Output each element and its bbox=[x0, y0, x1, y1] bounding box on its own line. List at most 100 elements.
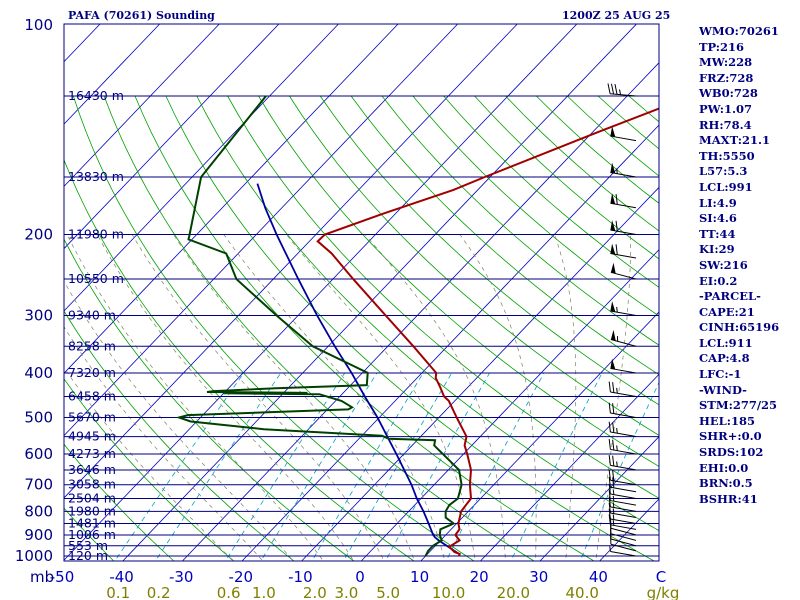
dry-adiabat bbox=[64, 158, 415, 561]
wind-barb-feather bbox=[612, 455, 615, 467]
pressure-tick-label: 1000 bbox=[15, 547, 53, 565]
wind-barb bbox=[610, 517, 637, 536]
wind-barb-feather bbox=[608, 469, 611, 481]
wind-barb-flag bbox=[610, 329, 616, 341]
isotherm bbox=[778, 24, 800, 561]
isotherm bbox=[64, 24, 160, 125]
wind-barb-feather bbox=[612, 403, 615, 414]
temperature-unit-label: C bbox=[656, 568, 666, 586]
wind-barb-flag bbox=[610, 358, 616, 370]
temperature-tick-label: 0 bbox=[355, 568, 365, 586]
height-label: 16430 m bbox=[68, 88, 124, 103]
mixing-ratio-label: 20.0 bbox=[497, 584, 530, 600]
height-label: 2504 m bbox=[68, 491, 116, 506]
wind-barb-half-feather bbox=[619, 89, 622, 95]
mixing-ratio-line bbox=[114, 372, 245, 561]
height-label: 4945 m bbox=[68, 429, 116, 444]
isotherm bbox=[122, 24, 637, 561]
temperature-tick-label: -20 bbox=[229, 568, 254, 586]
wind-barb-half-feather bbox=[612, 495, 615, 502]
isotherm bbox=[241, 124, 659, 561]
stat-line: EI:0.2 bbox=[699, 273, 738, 288]
chart-title: PAFA (70261) Sounding bbox=[68, 9, 215, 22]
wind-barb-staff bbox=[610, 506, 637, 512]
pressure-tick-label: 400 bbox=[24, 364, 53, 382]
wind-barb-feather bbox=[612, 422, 615, 433]
height-label: 11980 m bbox=[68, 226, 124, 241]
height-label: 4273 m bbox=[68, 446, 116, 461]
pressure-tick-label: 700 bbox=[24, 476, 53, 494]
moist-adiabat bbox=[64, 280, 294, 561]
wind-barb bbox=[608, 508, 637, 525]
wind-barb-half-feather bbox=[609, 546, 611, 552]
stat-line: L57:5.3 bbox=[699, 164, 748, 179]
pressure-tick-label: 100 bbox=[24, 16, 53, 34]
stat-line: LFC:-1 bbox=[699, 367, 742, 382]
wind-barb bbox=[608, 469, 637, 486]
wind-barb-feather bbox=[608, 514, 611, 525]
valid-time: 1200Z 25 AUG 25 bbox=[562, 9, 671, 22]
isotherm bbox=[64, 24, 399, 374]
isotherm bbox=[64, 24, 220, 187]
height-label: 5670 m bbox=[68, 410, 116, 425]
pressure-unit-label: mb bbox=[30, 568, 54, 586]
wind-barb-feather bbox=[615, 220, 618, 232]
wind-barb-half-feather bbox=[612, 514, 615, 520]
isotherm bbox=[420, 311, 659, 561]
isotherm bbox=[64, 24, 280, 250]
wind-barb-flag bbox=[610, 243, 616, 255]
wind-barb-feather bbox=[608, 476, 611, 488]
dry-adiabat bbox=[64, 507, 115, 561]
stat-line: LCL:991 bbox=[699, 179, 753, 194]
dry-adiabat bbox=[165, 95, 655, 561]
dry-adiabat bbox=[258, 95, 659, 467]
wind-barb bbox=[608, 402, 637, 419]
moist-adiabat bbox=[131, 234, 385, 561]
stat-line: -PARCEL- bbox=[699, 289, 761, 304]
wind-barb-feather bbox=[614, 84, 618, 95]
stat-line: BRN:0.5 bbox=[699, 476, 753, 491]
mixing-ratio-label: 1.0 bbox=[252, 584, 276, 600]
wind-barb-staff bbox=[610, 493, 637, 500]
wind-barb-feather bbox=[608, 402, 611, 414]
wind-barb-half-feather bbox=[616, 428, 618, 434]
wind-barb-staff bbox=[610, 538, 637, 547]
moist-adiabat bbox=[64, 326, 264, 561]
wind-barb-feather bbox=[608, 454, 611, 466]
stat-line: CAPE:21 bbox=[699, 304, 755, 319]
height-label: 120 m bbox=[68, 548, 108, 563]
temperature-tick-label: -40 bbox=[109, 568, 134, 586]
wind-barb bbox=[608, 476, 637, 493]
dry-adiabat bbox=[196, 95, 659, 532]
wind-barb-staff bbox=[610, 479, 637, 486]
wind-barb-feather bbox=[608, 439, 611, 450]
wind-barb-staff bbox=[610, 512, 637, 519]
stat-line: WB0:728 bbox=[699, 86, 758, 101]
pressure-tick-label: 600 bbox=[24, 445, 53, 463]
isotherm bbox=[64, 24, 518, 499]
wind-barb-feather bbox=[608, 490, 611, 501]
wind-barb bbox=[608, 421, 637, 438]
pressure-tick-label: 300 bbox=[24, 306, 53, 324]
wind-barb-feather bbox=[610, 83, 615, 95]
wind-barb-staff bbox=[610, 533, 637, 541]
mixing-ratio-line bbox=[385, 372, 490, 561]
wind-barb-feather bbox=[615, 244, 618, 255]
wind-barb-flag bbox=[610, 193, 616, 205]
wind-barb bbox=[610, 126, 637, 142]
dry-adiabat bbox=[103, 95, 535, 561]
mixing-ratio-label: 0.2 bbox=[147, 584, 171, 600]
wind-barb-staff bbox=[610, 500, 637, 506]
wind-barb bbox=[610, 358, 637, 374]
mixing-ratio-line bbox=[260, 372, 378, 561]
wind-barb-flag bbox=[610, 162, 616, 174]
stat-line: TT:44 bbox=[699, 226, 736, 241]
wind-barb bbox=[608, 502, 637, 519]
wind-barb-feather bbox=[608, 483, 611, 495]
wind-barb-staff bbox=[610, 486, 637, 493]
height-label: 8258 m bbox=[68, 338, 116, 353]
plot-frame bbox=[63, 23, 660, 562]
wind-barb bbox=[610, 162, 637, 178]
dry-adiabat bbox=[64, 310, 295, 561]
height-label: 6458 m bbox=[68, 388, 116, 403]
